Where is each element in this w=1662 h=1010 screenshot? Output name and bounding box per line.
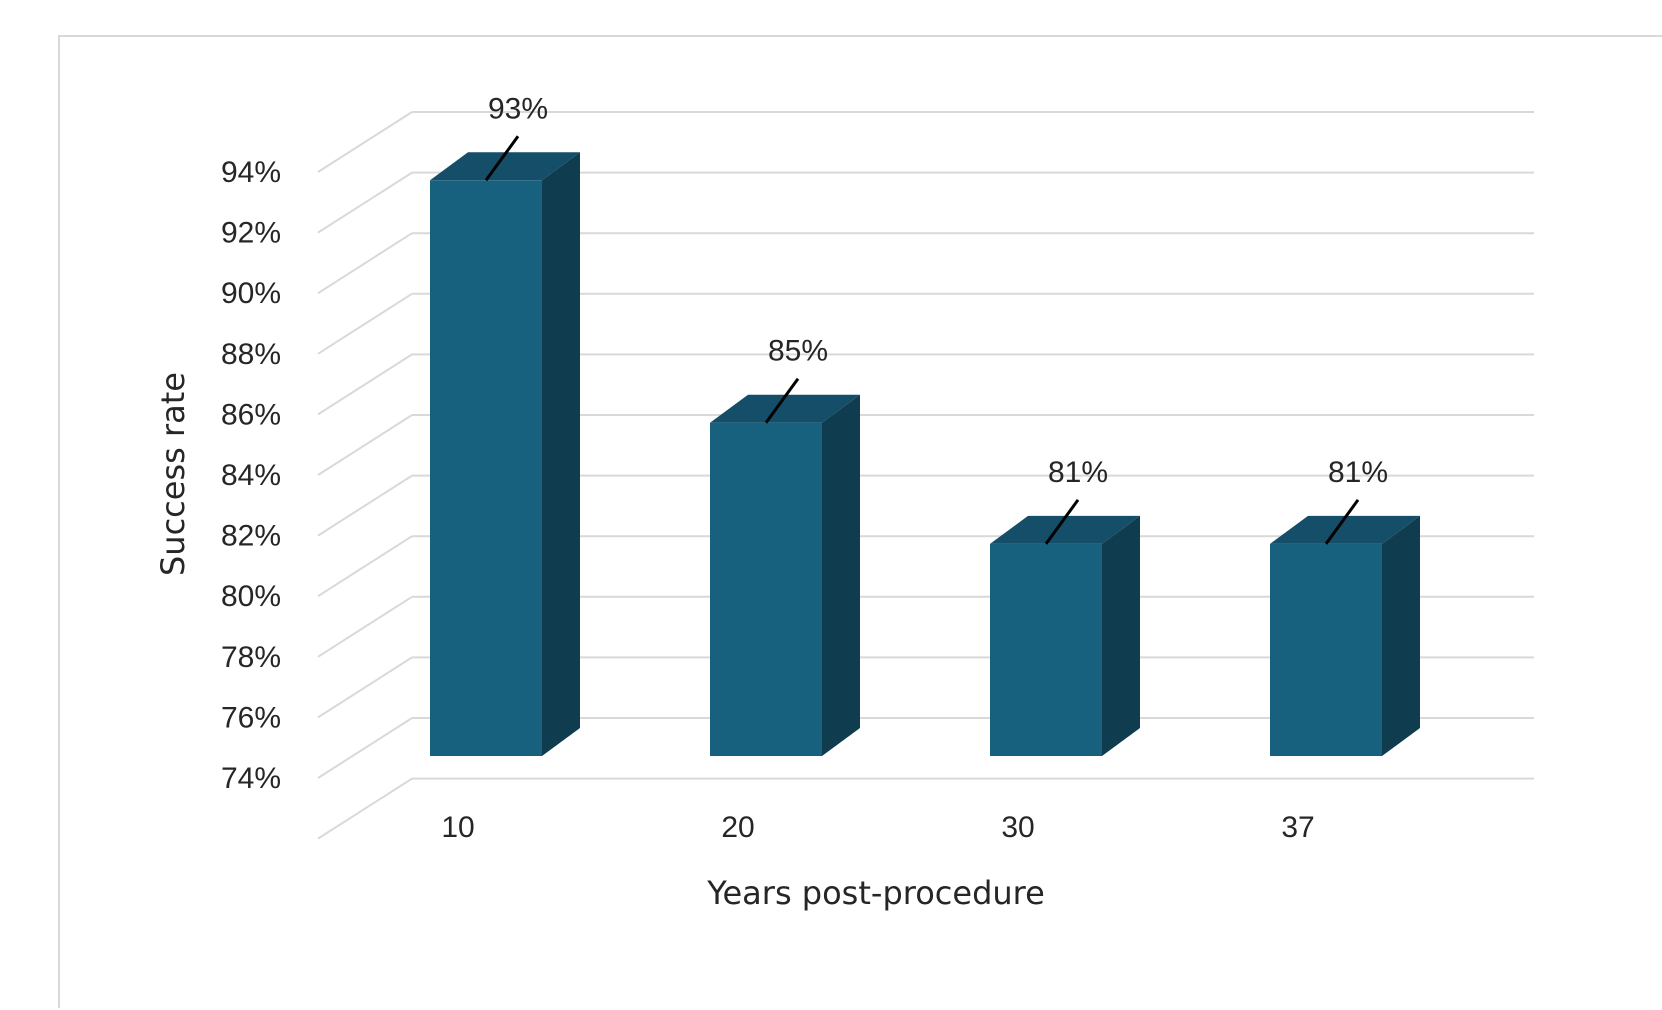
bar-side xyxy=(542,152,580,757)
x-tick-label: 10 xyxy=(441,811,474,844)
bar-top xyxy=(1270,515,1420,544)
data-label: 93% xyxy=(488,92,548,125)
data-label-leader xyxy=(484,135,520,182)
y-tick-label: 74% xyxy=(221,762,281,795)
y-tick-label: 82% xyxy=(221,520,281,553)
y-tick-label: 94% xyxy=(221,156,281,189)
x-axis-ticks: 10 20 30 37 xyxy=(441,811,1314,844)
bar-side xyxy=(1102,515,1140,756)
gridline xyxy=(317,535,413,598)
data-label-leader xyxy=(1044,499,1080,545)
bar xyxy=(710,394,860,756)
data-label: 85% xyxy=(768,335,828,368)
data-label-leader xyxy=(1324,499,1360,545)
x-tick-label: 20 xyxy=(721,811,754,844)
y-axis-title: Success rate xyxy=(154,372,192,576)
bar-top xyxy=(990,515,1140,544)
gridline xyxy=(317,232,413,295)
bar xyxy=(990,515,1140,756)
bar-front xyxy=(1270,543,1382,756)
data-labels: 93% 85% 81% 81% xyxy=(484,92,1388,545)
bar xyxy=(430,152,580,757)
gridline xyxy=(317,777,413,840)
data-label-leader xyxy=(764,377,800,424)
data-label: 81% xyxy=(1048,456,1108,489)
x-tick-label: 30 xyxy=(1001,811,1034,844)
gridline xyxy=(317,171,413,234)
y-tick-label: 90% xyxy=(221,277,281,310)
y-tick-label: 80% xyxy=(221,580,281,613)
y-tick-label: 76% xyxy=(221,701,281,734)
y-tick-label: 84% xyxy=(221,459,281,492)
chart-area: 94% 92% 90% 88% 86% 84% 82% 80% 78% 76% 74% 93% 85%… xyxy=(58,35,1662,1008)
bar-top xyxy=(430,152,580,181)
bar-side xyxy=(822,394,860,756)
bar-side xyxy=(1382,515,1420,756)
gridline xyxy=(317,353,413,416)
gridline xyxy=(317,595,413,658)
gridline xyxy=(317,111,413,173)
gridline xyxy=(317,474,413,537)
bar-top xyxy=(710,394,860,423)
bar-front xyxy=(990,543,1102,756)
bar-front xyxy=(430,180,542,757)
gridline xyxy=(317,414,413,476)
gridline xyxy=(317,656,413,719)
y-tick-label: 86% xyxy=(221,398,281,431)
bar xyxy=(1270,515,1420,756)
data-label: 81% xyxy=(1328,456,1388,489)
gridline xyxy=(317,717,413,779)
y-tick-label: 78% xyxy=(221,641,281,674)
bars xyxy=(430,152,1420,757)
x-axis-title: Years post-procedure xyxy=(706,874,1045,912)
gridline xyxy=(317,292,413,355)
x-tick-label: 37 xyxy=(1281,811,1314,844)
y-tick-label: 92% xyxy=(221,217,281,250)
y-axis-ticks: 94% 92% 90% 88% 86% 84% 82% 80% 78% 76% 74% xyxy=(221,156,281,795)
bar-front xyxy=(710,422,822,756)
bar-chart: 94% 92% 90% 88% 86% 84% 82% 80% 78% 76% 74% 93% 85%… xyxy=(154,92,1534,912)
y-tick-label: 88% xyxy=(221,338,281,371)
